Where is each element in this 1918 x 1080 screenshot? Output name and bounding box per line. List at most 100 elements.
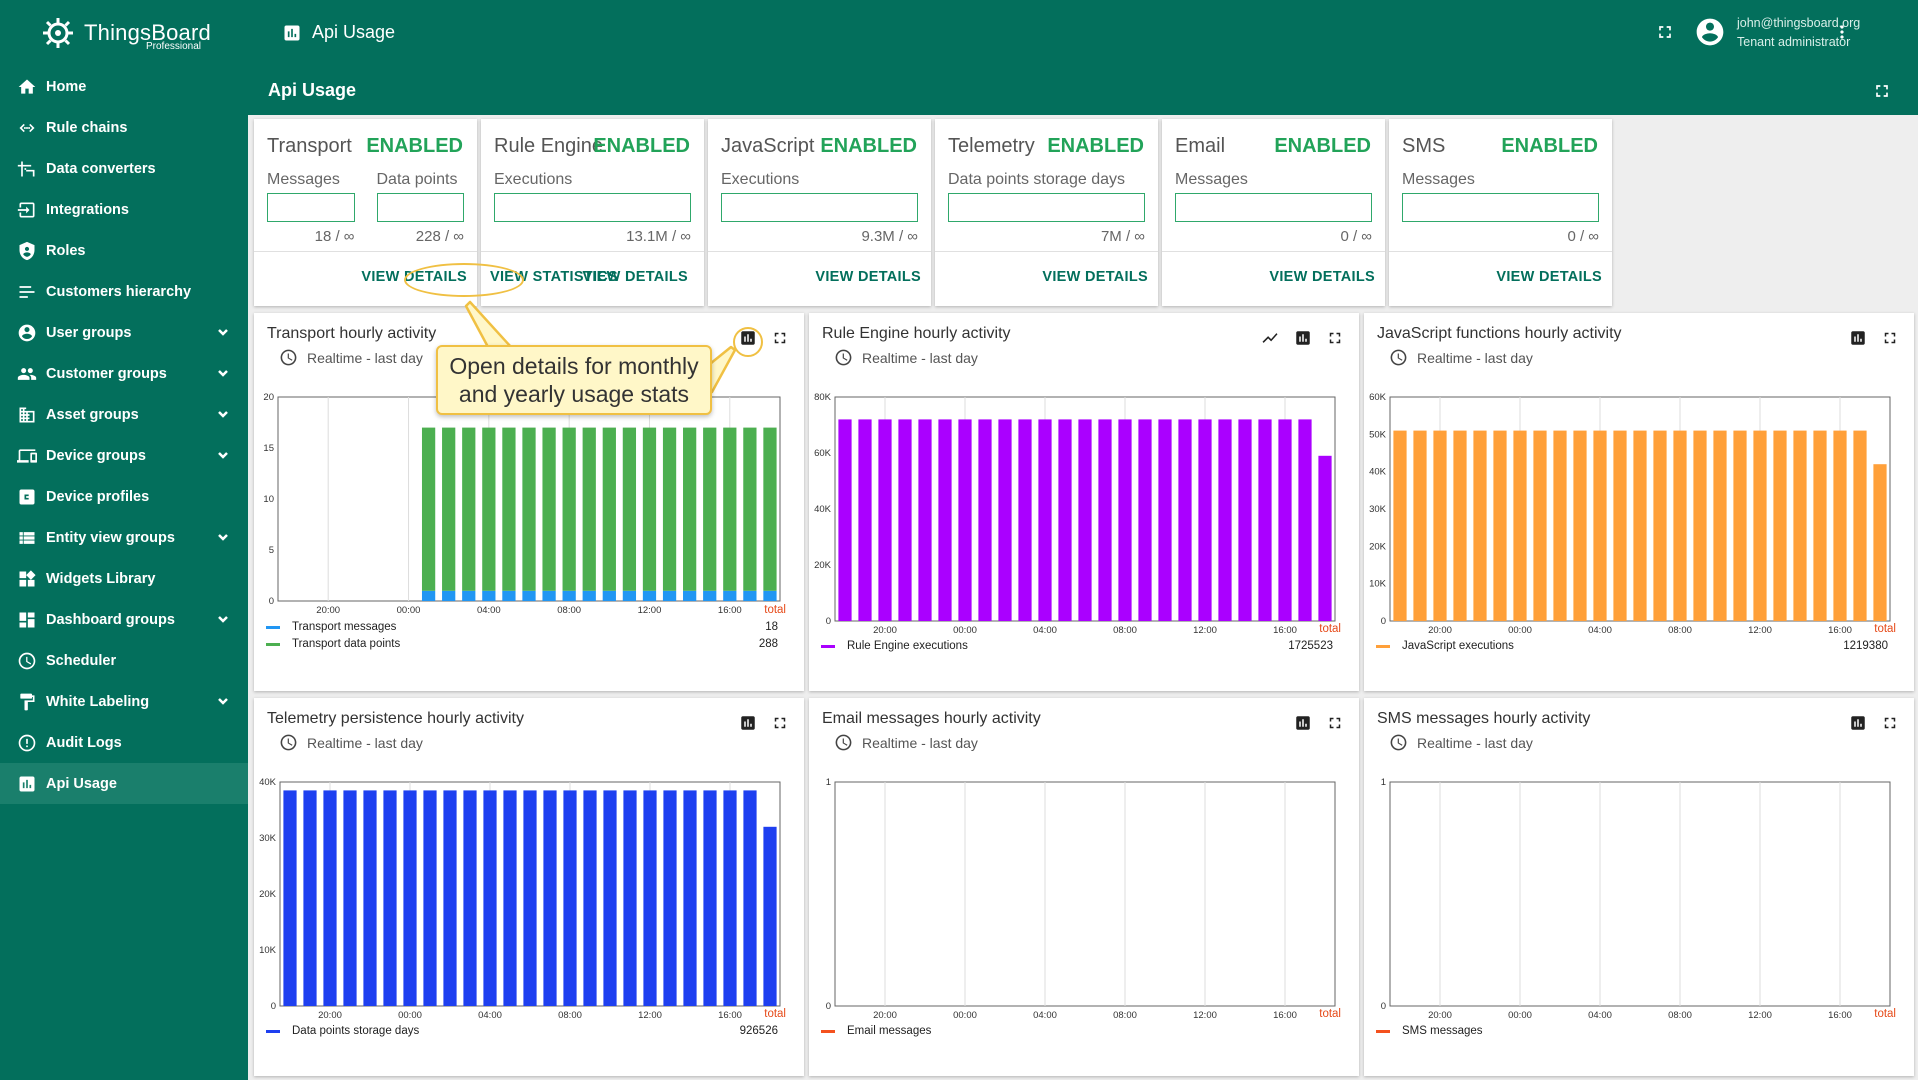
x-tick-label: 08:00 xyxy=(1668,1010,1692,1021)
legend-item[interactable]: Transport messages 18 xyxy=(266,621,784,633)
chart-bar xyxy=(703,427,717,591)
sidebar-item-customers-hierarchy[interactable]: Customers hierarchy xyxy=(0,271,248,312)
sidebar-item-entity-view-groups[interactable]: Entity view groups xyxy=(0,517,248,558)
timewindow-label: Realtime - last day xyxy=(307,349,423,366)
fullscreen-icon[interactable] xyxy=(1655,22,1675,42)
sidebar-item-label: Customers hierarchy xyxy=(46,283,192,300)
bar-chart-icon[interactable] xyxy=(1849,714,1867,732)
chevron-down-icon[interactable] xyxy=(216,694,230,708)
timewindow[interactable]: Realtime - last day xyxy=(1389,348,1533,367)
y-tick-label: 80K xyxy=(814,392,832,403)
chart-bar xyxy=(1413,430,1427,621)
chevron-down-icon[interactable] xyxy=(216,448,230,462)
chart-bar xyxy=(482,590,496,601)
metric-label: Messages xyxy=(1402,171,1475,188)
dashboard-fullscreen-icon[interactable] xyxy=(1872,81,1892,101)
logo[interactable]: ThingsBoard Professional xyxy=(0,0,248,66)
sidebar-item-home[interactable]: Home xyxy=(0,66,248,107)
chart-bar xyxy=(343,790,357,1006)
x-tick-label: 16:00 xyxy=(1273,1010,1297,1021)
sidebar-item-asset-groups[interactable]: Asset groups xyxy=(0,394,248,435)
usage-progress-bar xyxy=(948,193,1145,222)
sidebar-item-api-usage[interactable]: Api Usage xyxy=(0,763,248,804)
fullscreen-icon[interactable] xyxy=(1326,329,1344,347)
x-tick-label: 20:00 xyxy=(318,1010,342,1021)
user-info[interactable]: john@thingsboard.org Tenant administrato… xyxy=(1737,14,1860,52)
more-vert-icon[interactable] xyxy=(1832,22,1852,42)
y-tick-label: 20K xyxy=(814,560,832,571)
bar-chart-icon[interactable] xyxy=(739,714,757,732)
metric-label: Messages xyxy=(1175,171,1248,188)
sidebar-item-integrations[interactable]: Integrations xyxy=(0,189,248,230)
usage-card-email: Email ENABLED Messages 0 / ∞ VIEW DETAILS xyxy=(1162,119,1385,306)
chart-bar xyxy=(542,427,556,591)
chart-card: Telemetry persistence hourly activity Rea… xyxy=(254,698,804,1076)
view-details-button[interactable]: VIEW DETAILS xyxy=(582,269,688,285)
fullscreen-icon[interactable] xyxy=(771,329,789,347)
bar-chart-icon[interactable] xyxy=(1294,329,1312,347)
x-tick-label: 08:00 xyxy=(1668,625,1692,636)
chart-bar xyxy=(1258,419,1272,621)
view-details-button[interactable]: VIEW DETAILS xyxy=(1042,269,1148,285)
timewindow[interactable]: Realtime - last day xyxy=(834,348,978,367)
timewindow[interactable]: Realtime - last day xyxy=(834,733,978,752)
chart-bar xyxy=(878,419,892,621)
line-chart-icon[interactable] xyxy=(1261,329,1279,347)
chevron-down-icon[interactable] xyxy=(216,366,230,380)
legend-item[interactable]: Data points storage days 926526 xyxy=(266,1025,784,1037)
metric-value: 18 / ∞ xyxy=(314,228,355,245)
y-tick-label: 15 xyxy=(263,443,274,454)
sidebar-item-widgets-library[interactable]: Widgets Library xyxy=(0,558,248,599)
legend-item[interactable]: Transport data points 288 xyxy=(266,638,784,650)
page-title-text: Api Usage xyxy=(312,22,396,42)
legend-item[interactable]: Email messages xyxy=(821,1025,1339,1037)
legend-total-value: 1725523 xyxy=(1288,640,1333,652)
chevron-down-icon[interactable] xyxy=(216,407,230,421)
x-tick-label: 00:00 xyxy=(1508,625,1532,636)
rule-chains-icon xyxy=(16,117,38,139)
dashboard-title: Api Usage xyxy=(268,80,357,100)
sidebar-item-device-profiles[interactable]: Device profiles xyxy=(0,476,248,517)
fullscreen-icon[interactable] xyxy=(1881,329,1899,347)
sidebar-item-white-labeling[interactable]: White Labeling xyxy=(0,681,248,722)
chevron-down-icon[interactable] xyxy=(216,325,230,339)
legend-total-header: total xyxy=(764,604,786,616)
chevron-down-icon[interactable] xyxy=(216,612,230,626)
timewindow[interactable]: Realtime - last day xyxy=(279,348,423,367)
sidebar-item-dashboard-groups[interactable]: Dashboard groups xyxy=(0,599,248,640)
bar-chart-icon[interactable] xyxy=(1849,329,1867,347)
fullscreen-icon[interactable] xyxy=(1881,714,1899,732)
fullscreen-icon[interactable] xyxy=(771,714,789,732)
legend-item[interactable]: SMS messages xyxy=(1376,1025,1894,1037)
view-details-button[interactable]: VIEW DETAILS xyxy=(1496,269,1602,285)
chart-bar xyxy=(1533,430,1547,621)
sidebar-item-audit-logs[interactable]: Audit Logs xyxy=(0,722,248,763)
sidebar-item-device-groups[interactable]: Device groups xyxy=(0,435,248,476)
user-avatar-icon[interactable] xyxy=(1694,16,1726,48)
timewindow[interactable]: Realtime - last day xyxy=(279,733,423,752)
chart-plot: 0 20K 40K 60K 80K 20:00 00:00 04:00 08:00 12:00 16… xyxy=(814,392,1336,636)
chevron-down-icon[interactable] xyxy=(216,530,230,544)
chart-bar xyxy=(1318,455,1332,621)
chart-bar xyxy=(582,427,596,591)
sidebar-item-scheduler[interactable]: Scheduler xyxy=(0,640,248,681)
usage-card-rule-engine: Rule Engine ENABLED Executions 13.1M / ∞ VIE… xyxy=(481,119,704,306)
sidebar-item-rule-chains[interactable]: Rule chains xyxy=(0,107,248,148)
chart-bar xyxy=(602,427,616,591)
legend-item[interactable]: JavaScript executions 1219380 xyxy=(1376,640,1894,652)
chart-bar xyxy=(838,419,852,621)
chart-bar xyxy=(303,790,317,1006)
chart-bar xyxy=(502,427,516,591)
view-details-button[interactable]: VIEW DETAILS xyxy=(815,269,921,285)
sidebar-item-data-converters[interactable]: Data converters xyxy=(0,148,248,189)
sidebar-item-roles[interactable]: Roles xyxy=(0,230,248,271)
usage-card-title: JavaScript xyxy=(721,135,815,157)
sidebar-item-customer-groups[interactable]: Customer groups xyxy=(0,353,248,394)
y-tick-label: 0 xyxy=(1381,616,1386,627)
legend-item[interactable]: Rule Engine executions 1725523 xyxy=(821,640,1339,652)
bar-chart-icon[interactable] xyxy=(1294,714,1312,732)
timewindow[interactable]: Realtime - last day xyxy=(1389,733,1533,752)
view-details-button[interactable]: VIEW DETAILS xyxy=(1269,269,1375,285)
sidebar-item-user-groups[interactable]: User groups xyxy=(0,312,248,353)
fullscreen-icon[interactable] xyxy=(1326,714,1344,732)
